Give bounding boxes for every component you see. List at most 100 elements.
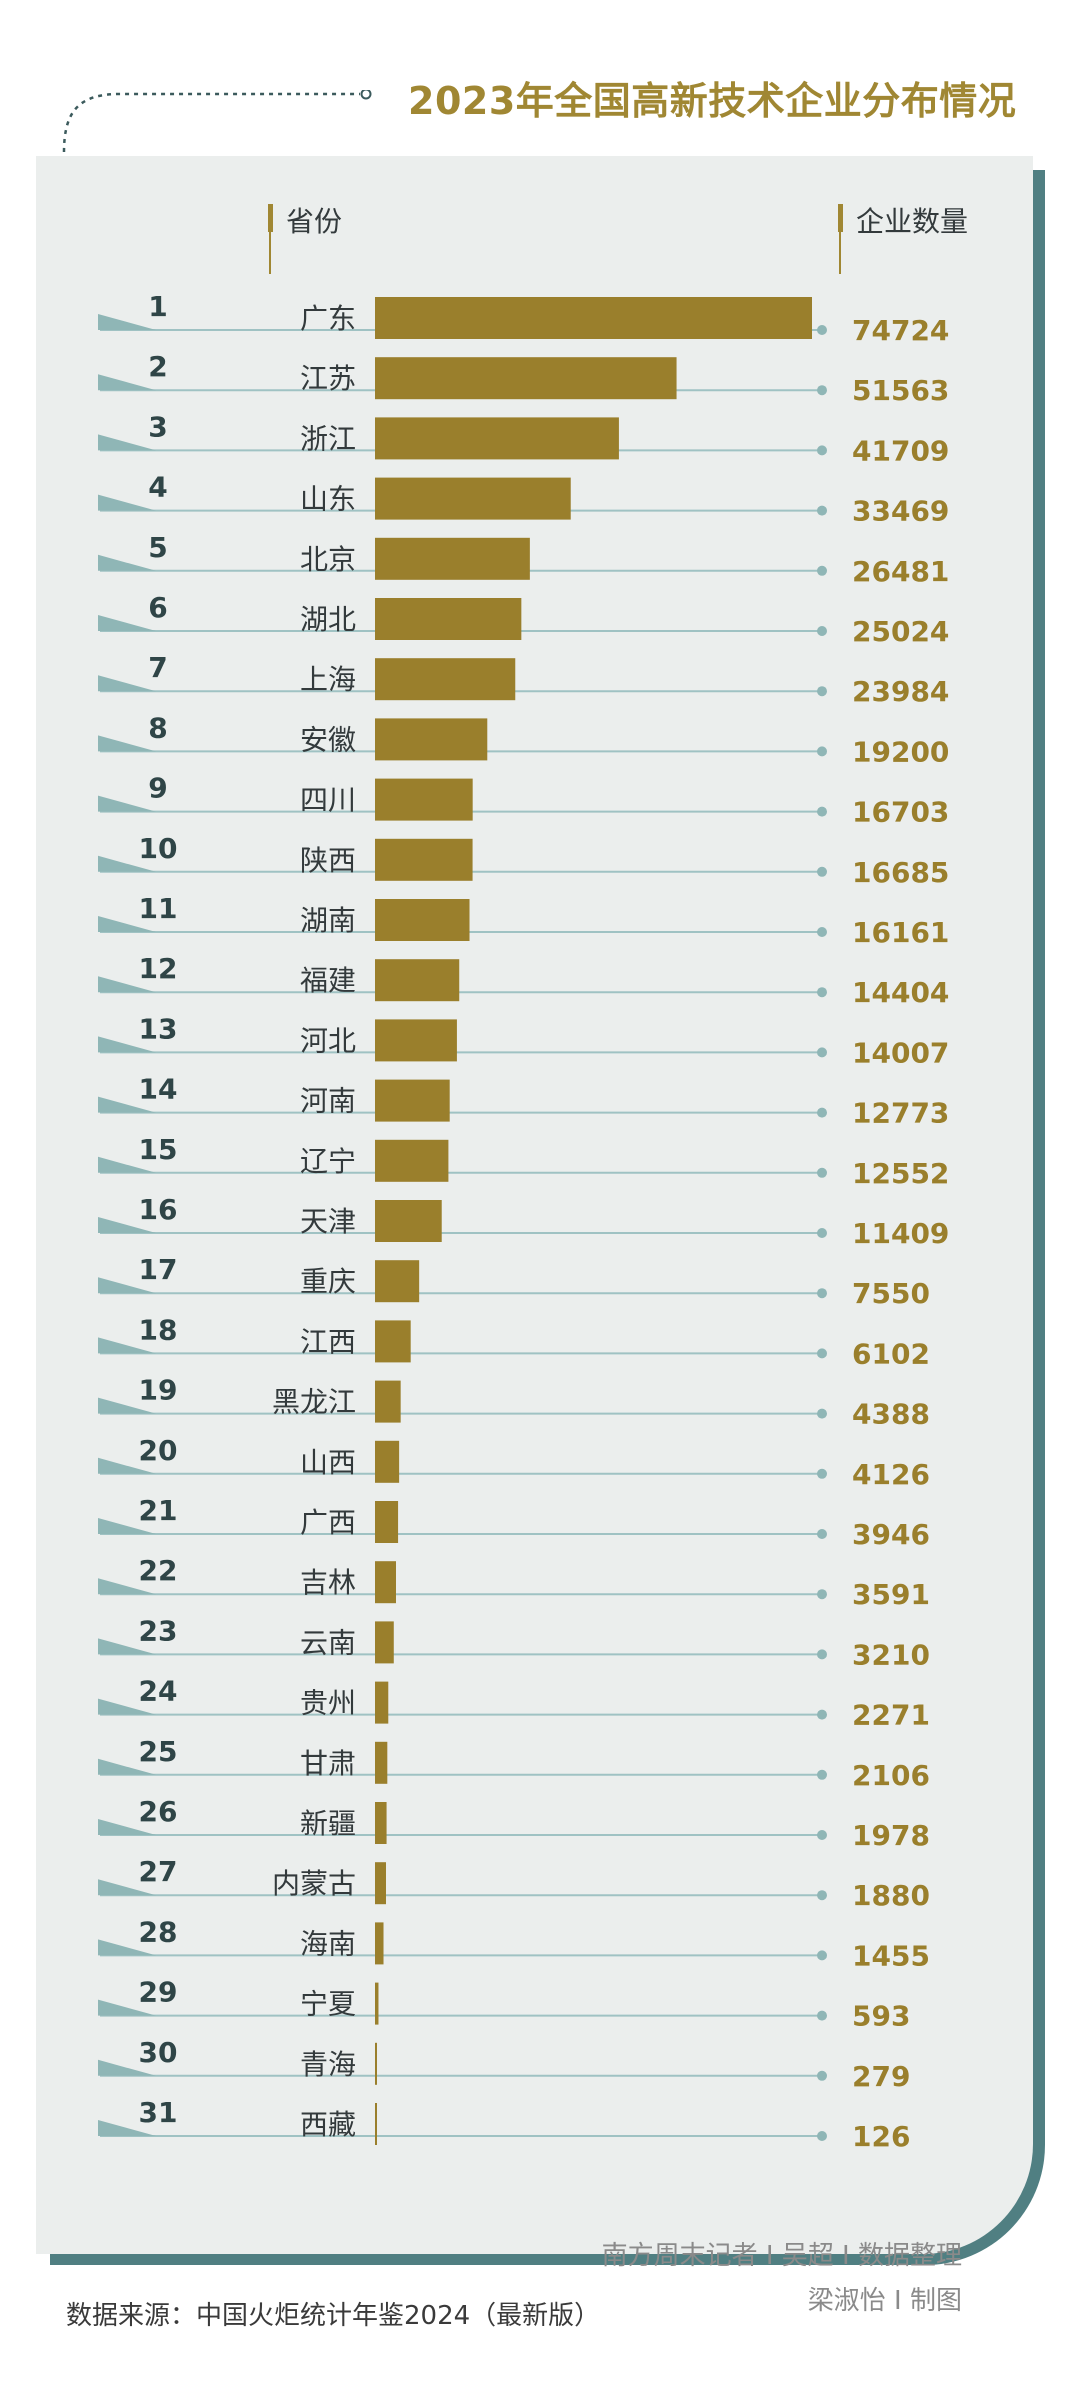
rank-label: 9 xyxy=(148,772,167,805)
bar xyxy=(375,1561,397,1604)
province-label: 云南 xyxy=(300,1626,356,1659)
province-label: 湖北 xyxy=(300,603,356,636)
count-header: 企业数量 xyxy=(856,205,969,238)
province-label: 天津 xyxy=(300,1205,356,1238)
value-label: 25024 xyxy=(852,615,949,648)
guide-dot xyxy=(817,1228,827,1238)
bar xyxy=(375,477,571,520)
value-label: 4126 xyxy=(852,1458,930,1491)
rank-label: 1 xyxy=(148,290,167,323)
province-label: 河北 xyxy=(300,1024,356,1057)
province-label: 北京 xyxy=(300,543,356,576)
province-label: 甘肃 xyxy=(300,1747,356,1780)
rank-wedge xyxy=(98,976,156,993)
guide-dot xyxy=(817,565,827,576)
bar xyxy=(375,1802,387,1844)
value-label: 6102 xyxy=(852,1337,930,1370)
rank-label: 16 xyxy=(139,1193,178,1226)
rank-label: 27 xyxy=(139,1855,178,1888)
bar xyxy=(375,1079,450,1122)
rank-wedge xyxy=(98,1999,156,2016)
province-header-line xyxy=(269,232,271,274)
rank-wedge xyxy=(98,434,156,451)
province-label: 黑龙江 xyxy=(272,1386,356,1419)
bar xyxy=(375,778,473,821)
guide-dot xyxy=(817,746,827,757)
rank-wedge xyxy=(98,1758,156,1775)
chart-title: 2023年全国高新技术企业分布情况 xyxy=(408,79,1017,123)
guide-dot xyxy=(817,1288,827,1299)
bar xyxy=(375,598,522,640)
rank-wedge xyxy=(98,1578,156,1595)
count-header-marker xyxy=(838,204,843,232)
count-header-line xyxy=(839,232,841,274)
guide-dot xyxy=(817,987,827,998)
rank-label: 8 xyxy=(148,711,167,744)
rank-label: 12 xyxy=(139,952,178,985)
rank-wedge xyxy=(98,1879,156,1896)
rank-label: 28 xyxy=(139,1915,178,1948)
rank-label: 19 xyxy=(139,1374,178,1407)
rank-wedge xyxy=(98,1337,156,1354)
guide-dot xyxy=(817,1529,827,1539)
rank-wedge xyxy=(98,2120,156,2136)
rank-label: 20 xyxy=(139,1434,178,1467)
rank-wedge xyxy=(98,1698,156,1715)
rank-wedge xyxy=(98,1036,156,1053)
rank-label: 15 xyxy=(139,1133,178,1166)
rank-label: 18 xyxy=(139,1313,178,1346)
guide-dot xyxy=(817,1589,827,1600)
bar xyxy=(375,1501,399,1543)
rank-label: 4 xyxy=(148,471,167,504)
rank-wedge xyxy=(98,1939,156,1956)
bar xyxy=(375,2042,377,2085)
bar xyxy=(375,1741,388,1784)
rank-label: 30 xyxy=(139,2036,178,2069)
guide-dot xyxy=(817,1830,827,1840)
province-label: 浙江 xyxy=(300,422,356,455)
value-label: 51563 xyxy=(852,374,949,407)
value-label: 2271 xyxy=(852,1699,930,1732)
rank-wedge xyxy=(98,1397,156,1414)
guide-dot xyxy=(817,1769,827,1780)
province-header: 省份 xyxy=(286,205,343,238)
rank-wedge xyxy=(98,735,156,752)
bar xyxy=(375,658,516,701)
bar xyxy=(375,1139,449,1182)
rank-wedge xyxy=(98,2059,156,2076)
province-label: 湖南 xyxy=(300,904,356,937)
rank-label: 24 xyxy=(139,1675,178,1708)
province-label: 海南 xyxy=(300,1927,356,1960)
province-label: 广东 xyxy=(300,302,356,335)
rank-wedge xyxy=(98,615,156,631)
bar xyxy=(375,718,488,761)
rank-label: 11 xyxy=(139,892,178,925)
value-label: 11409 xyxy=(852,1217,949,1250)
guide-dot xyxy=(817,866,827,877)
guide-dot xyxy=(817,2070,827,2081)
rank-wedge xyxy=(98,1096,156,1113)
guide-dot xyxy=(817,1709,827,1720)
value-label: 14404 xyxy=(852,976,949,1009)
bar xyxy=(375,537,530,580)
province-label: 山西 xyxy=(300,1446,356,1479)
province-label: 宁夏 xyxy=(300,1988,356,2021)
value-label: 16161 xyxy=(852,916,949,949)
province-label: 陕西 xyxy=(300,844,356,877)
rank-label: 5 xyxy=(148,531,167,564)
province-label: 江西 xyxy=(300,1325,356,1358)
value-label: 3210 xyxy=(852,1638,930,1671)
value-label: 2106 xyxy=(852,1759,930,1792)
guide-dot xyxy=(817,1890,827,1901)
value-label: 16685 xyxy=(852,856,949,889)
credit-line-2: 梁淑怡 I 制图 xyxy=(807,2286,962,2316)
value-label: 14007 xyxy=(852,1036,949,1069)
value-label: 26481 xyxy=(852,555,949,588)
rank-wedge xyxy=(98,494,156,511)
value-label: 3591 xyxy=(852,1578,930,1611)
value-label: 12552 xyxy=(852,1157,949,1190)
rank-label: 22 xyxy=(139,1554,178,1587)
guide-dot xyxy=(817,686,827,697)
province-label: 福建 xyxy=(300,964,356,997)
